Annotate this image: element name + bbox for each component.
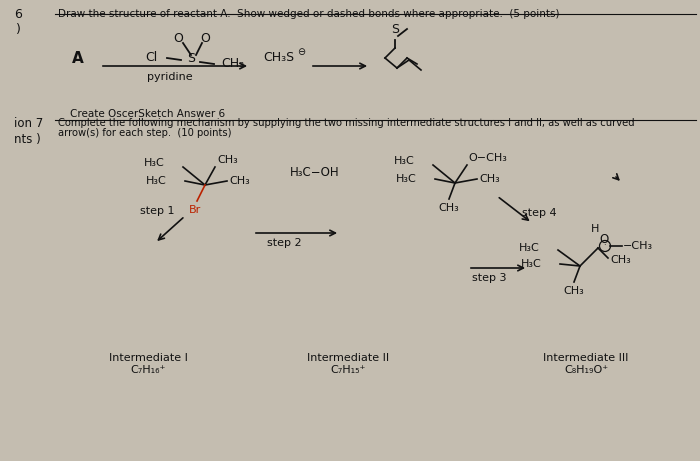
Text: Create OscerSketch Answer 6: Create OscerSketch Answer 6 (70, 109, 225, 119)
Text: step 2: step 2 (267, 238, 302, 248)
Text: A: A (72, 52, 84, 66)
Text: H₃C: H₃C (519, 243, 540, 253)
Text: H₃C: H₃C (522, 259, 542, 269)
Text: CH₃: CH₃ (221, 58, 244, 71)
Text: C₇H₁₆⁺: C₇H₁₆⁺ (130, 365, 166, 375)
Text: CH₃: CH₃ (439, 203, 459, 213)
Text: CH₃: CH₃ (610, 255, 631, 265)
Text: Complete the following mechanism by supplying the two missing intermediate struc: Complete the following mechanism by supp… (58, 118, 635, 128)
Text: CH₃: CH₃ (564, 286, 584, 296)
Text: ⊖: ⊖ (297, 47, 305, 57)
Text: Intermediate I: Intermediate I (108, 353, 188, 363)
Text: O: O (173, 32, 183, 46)
Text: O: O (599, 233, 608, 246)
Text: Draw the structure of reactant A.  Show wedged or dashed bonds where appropriate: Draw the structure of reactant A. Show w… (58, 9, 559, 19)
Text: C₇H₁₅⁺: C₇H₁₅⁺ (330, 365, 365, 375)
Text: S: S (391, 23, 399, 36)
Text: step 4: step 4 (522, 208, 557, 218)
Text: Intermediate III: Intermediate III (543, 353, 629, 363)
Text: Br: Br (189, 205, 201, 215)
Text: CH₃: CH₃ (479, 174, 500, 184)
Text: H: H (591, 224, 599, 234)
Text: CH₃: CH₃ (229, 176, 250, 186)
Text: step 3: step 3 (472, 273, 507, 283)
Text: pyridine: pyridine (147, 72, 193, 82)
Text: S: S (187, 53, 195, 65)
Text: ): ) (16, 23, 21, 36)
Text: ·: · (603, 242, 606, 250)
Text: −CH₃: −CH₃ (623, 241, 653, 251)
Text: H₃C−OH: H₃C−OH (290, 166, 340, 179)
Text: step 1: step 1 (140, 206, 174, 216)
Text: H₃C: H₃C (394, 156, 415, 166)
Text: nts ): nts ) (14, 133, 41, 146)
Text: O: O (200, 32, 210, 46)
Text: H₃C: H₃C (396, 174, 417, 184)
Text: Cl: Cl (145, 52, 157, 65)
Text: Intermediate II: Intermediate II (307, 353, 389, 363)
Text: H₃C: H₃C (146, 176, 167, 186)
Text: CH₃S: CH₃S (263, 52, 294, 65)
Text: CH₃: CH₃ (217, 155, 238, 165)
Text: arrow(s) for each step.  (10 points): arrow(s) for each step. (10 points) (58, 128, 232, 138)
Text: O−CH₃: O−CH₃ (468, 153, 507, 163)
Text: C₈H₁₉O⁺: C₈H₁₉O⁺ (564, 365, 608, 375)
Text: ion 7: ion 7 (14, 117, 43, 130)
Text: 6: 6 (14, 8, 22, 21)
Text: H₃C: H₃C (144, 158, 165, 168)
